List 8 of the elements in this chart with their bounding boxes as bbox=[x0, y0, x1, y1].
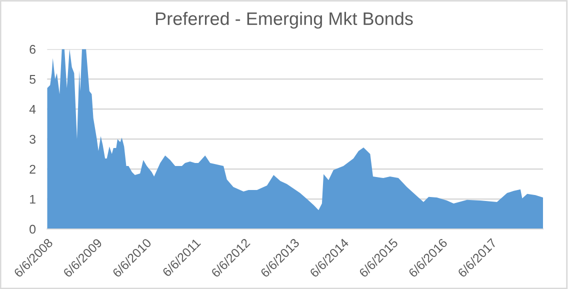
y-tick-label: 2 bbox=[30, 164, 36, 174]
y-tick-label: 5 bbox=[30, 75, 36, 84]
y-tick-label: 6 bbox=[30, 44, 36, 54]
chart-title: Preferred - Emerging Mkt Bonds bbox=[156, 12, 413, 29]
y-tick-label: 4 bbox=[29, 105, 36, 114]
y-tick-label: 0 bbox=[30, 224, 36, 234]
y-tick-label: 3 bbox=[30, 134, 36, 144]
y-tick-label: 1 bbox=[30, 194, 36, 204]
